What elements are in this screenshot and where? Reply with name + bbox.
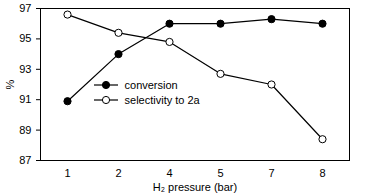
html-text:conversion: conversion <box>124 78 178 91</box>
svg-text:1: 1 <box>64 167 70 179</box>
svg-text:%: % <box>4 79 16 89</box>
svg-text:8: 8 <box>319 167 325 179</box>
svg-text:H₂ pressure (bar): H₂ pressure (bar) <box>153 181 237 193</box>
svg-text:7: 7 <box>268 167 274 179</box>
svg-text:87: 87 <box>19 154 31 166</box>
svg-text:4: 4 <box>166 167 172 179</box>
svg-text:93: 93 <box>19 63 31 75</box>
html-text:selectivity to 2a: selectivity to 2a <box>124 93 200 106</box>
svg-text:97: 97 <box>19 2 31 14</box>
svg-text:5: 5 <box>217 167 223 179</box>
svg-text:2: 2 <box>115 167 121 179</box>
svg-text:95: 95 <box>19 32 31 44</box>
svg-text:89: 89 <box>19 124 31 136</box>
svg-text:91: 91 <box>19 93 31 105</box>
